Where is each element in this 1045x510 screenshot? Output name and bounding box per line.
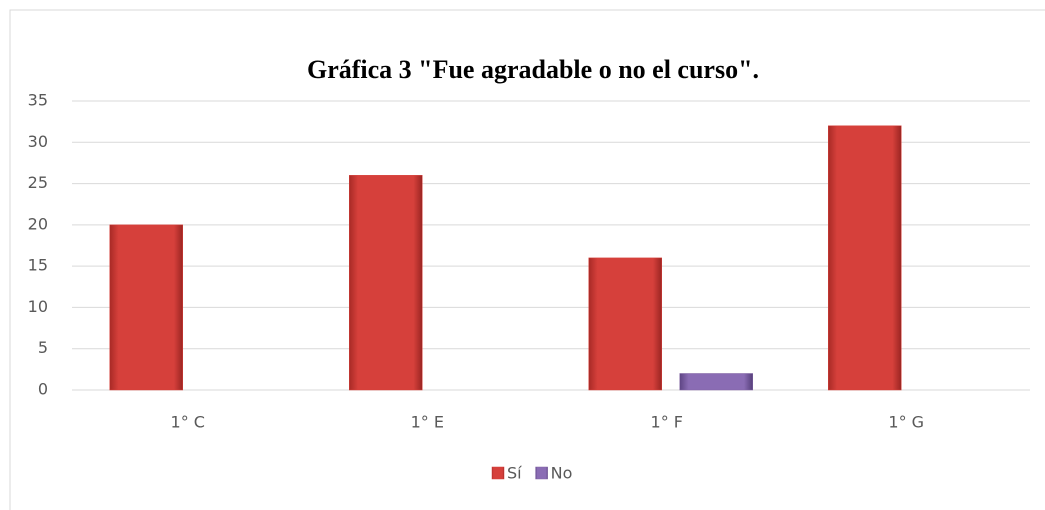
legend-swatch xyxy=(535,466,548,480)
bar xyxy=(349,175,423,391)
y-tick-label: 5 xyxy=(38,338,48,357)
x-tick-label: 1° E xyxy=(411,413,444,432)
y-tick-label: 15 xyxy=(28,256,48,275)
legend-label: No xyxy=(551,464,573,483)
y-tick-label: 30 xyxy=(28,132,48,151)
frame xyxy=(9,9,1045,510)
y-tick-label: 20 xyxy=(28,214,48,233)
bar xyxy=(588,257,662,391)
x-tick-label: 1° G xyxy=(888,413,924,432)
y-tick-label: 10 xyxy=(28,297,48,316)
legend-label: Sí xyxy=(507,464,522,483)
y-tick-label: 25 xyxy=(28,173,48,192)
y-tick-label: 35 xyxy=(28,91,48,110)
bar xyxy=(679,373,753,391)
legend-swatch xyxy=(491,466,505,480)
y-tick-label: 0 xyxy=(38,380,48,399)
x-tick-label: 1° C xyxy=(171,413,205,432)
x-tick-label: 1° F xyxy=(651,413,683,432)
bar xyxy=(828,125,902,391)
bar xyxy=(109,224,183,391)
chart-title: Gráfica 3 "Fue agradable o no el curso". xyxy=(307,55,759,84)
